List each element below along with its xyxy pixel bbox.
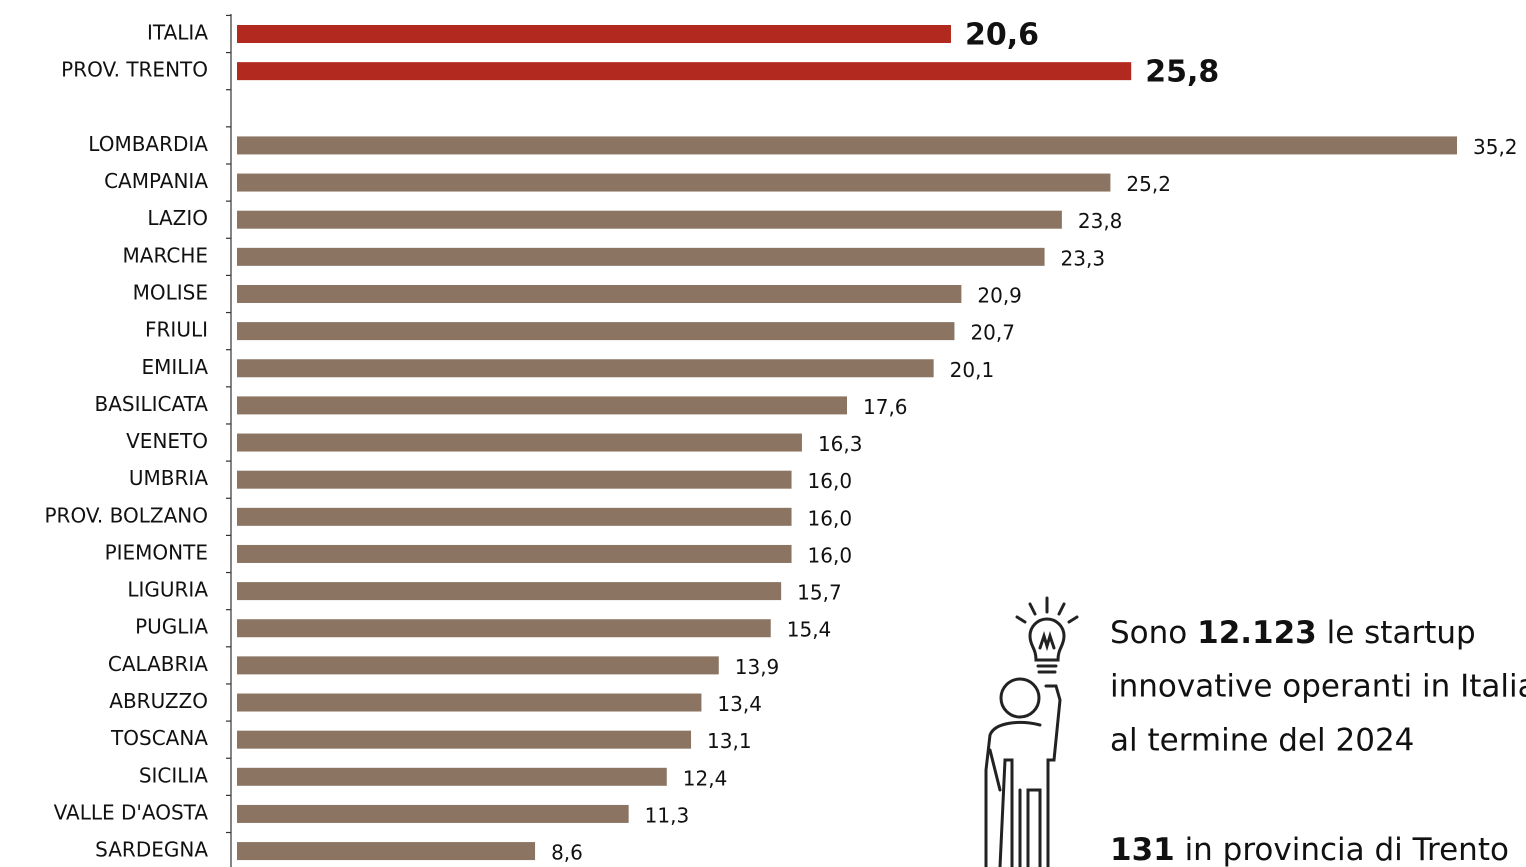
bar: [237, 322, 955, 341]
category-label: ITALIA: [147, 21, 208, 45]
value-label: 25,2: [1126, 172, 1171, 196]
value-label: 12,4: [683, 766, 728, 790]
category-label: LIGURIA: [127, 578, 208, 602]
bar: [237, 842, 536, 861]
annotation-line: Sono 12.123 le startup: [1110, 615, 1476, 651]
bar: [237, 136, 1457, 155]
bar: [237, 582, 782, 601]
category-label: SICILIA: [139, 763, 208, 787]
category-label: MARCHE: [123, 243, 208, 267]
bar: [237, 284, 962, 303]
category-label: EMILIA: [141, 355, 208, 379]
bar: [237, 62, 1132, 81]
value-label: 15,7: [797, 581, 842, 605]
value-label: 16,3: [818, 432, 863, 456]
category-label: CALABRIA: [108, 652, 208, 676]
value-label: 16,0: [808, 469, 853, 493]
bar: [237, 619, 771, 638]
category-label: FRIULI: [145, 318, 208, 342]
category-label: SARDEGNA: [95, 838, 208, 862]
value-label: 11,3: [645, 803, 690, 827]
bar: [237, 767, 667, 786]
value-label: 15,4: [787, 618, 832, 642]
idea-icon: [984, 596, 1079, 867]
value-label: 20,1: [950, 358, 995, 382]
annotation-line: innovative operanti in Italia: [1110, 669, 1526, 705]
category-label: CAMPANIA: [104, 169, 208, 193]
category-label: PROV. BOLZANO: [44, 503, 208, 527]
bar: [237, 730, 692, 749]
value-label: 20,9: [977, 283, 1022, 307]
category-label: UMBRIA: [129, 466, 208, 490]
annotation-line: 131 in provincia di Trento: [1110, 832, 1509, 867]
bar: [237, 25, 951, 43]
value-label: 13,1: [707, 729, 752, 753]
category-label: LOMBARDIA: [88, 132, 208, 156]
category-label: PROV. TRENTO: [61, 58, 208, 82]
value-label: 13,9: [735, 655, 780, 679]
bar: [237, 544, 792, 563]
category-label: LAZIO: [147, 206, 208, 230]
value-label: 35,2: [1473, 135, 1518, 159]
category-label: VALLE D'AOSTA: [54, 800, 209, 824]
bar: [237, 693, 702, 712]
bar: [237, 247, 1045, 266]
category-label: MOLISE: [133, 280, 208, 304]
category-label: PIEMONTE: [105, 540, 208, 564]
bar: [237, 359, 934, 378]
value-label: 16,0: [808, 543, 853, 567]
bar: [237, 470, 792, 489]
value-label: 20,7: [970, 321, 1015, 345]
category-label: TOSCANA: [110, 726, 208, 750]
bar: [237, 656, 719, 675]
annotation-text: in provincia di Trento: [1175, 832, 1509, 867]
category-label: BASILICATA: [95, 392, 209, 416]
category-label: PUGLIA: [135, 615, 208, 639]
value-label: 16,0: [808, 506, 853, 530]
annotation-number: 12.123: [1197, 615, 1317, 651]
annotation-number: 131: [1110, 832, 1175, 867]
bar: [237, 173, 1111, 192]
bar: [237, 396, 847, 415]
value-label: 8,6: [551, 841, 583, 865]
bar: [237, 507, 792, 526]
category-label: ABRUZZO: [109, 689, 208, 713]
value-label: 13,4: [717, 692, 762, 716]
category-label: VENETO: [126, 429, 208, 453]
value-label: 23,3: [1061, 246, 1106, 270]
value-label: 23,8: [1078, 209, 1123, 233]
bar: [237, 433, 802, 452]
bar: [237, 210, 1062, 229]
annotation-text: Sono: [1110, 615, 1197, 651]
bar: [237, 804, 629, 823]
annotation-line: al termine del 2024: [1110, 723, 1414, 759]
value-label: 17,6: [863, 395, 908, 419]
annotation-text: le startup: [1317, 615, 1476, 651]
value-label: 20,6: [965, 18, 1039, 53]
value-label: 25,8: [1145, 55, 1219, 90]
